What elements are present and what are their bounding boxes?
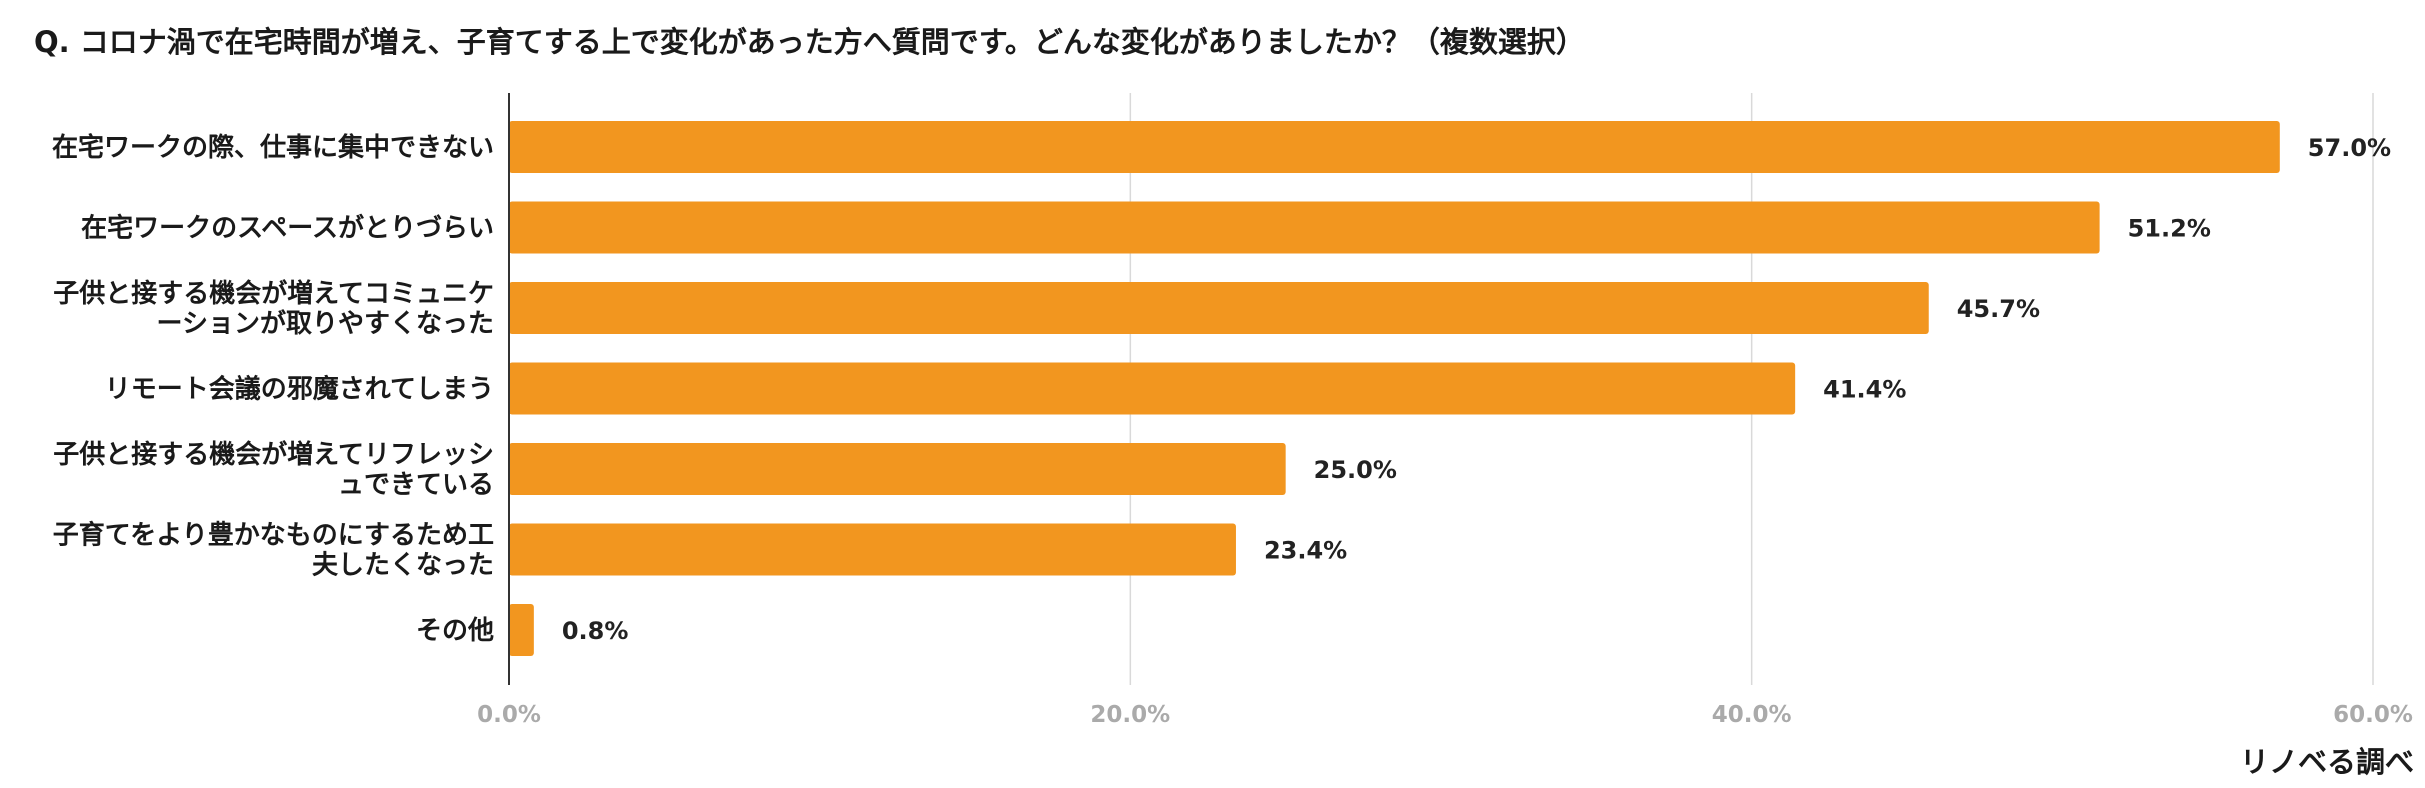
category-label: 在宅ワークのスペースがとりづらい (81, 213, 494, 244)
bar (509, 523, 1236, 576)
data-label: 57.0% (2308, 134, 2391, 162)
data-label: 23.4% (1264, 537, 1347, 565)
data-label: 25.0% (1314, 456, 1397, 484)
x-tick-label: 20.0% (1090, 702, 1170, 728)
bar (509, 121, 2280, 173)
category-label: 在宅ワークの際、仕事に集中できない (52, 132, 494, 163)
x-tick-label: 60.0% (2333, 702, 2413, 728)
category-label: 子供と接する機会が増えてコミュニケ (53, 278, 494, 309)
category-label: 子供と接する機会が増えてリフレッシ (53, 439, 494, 470)
category-label: 子育てをより豊かなものにするため工 (53, 520, 494, 551)
data-label: 41.4% (1823, 376, 1906, 404)
bar (509, 604, 534, 656)
x-axis-ticks: 0.0% 20.0% 40.0% 60.0% (477, 702, 2413, 728)
bar (509, 362, 1796, 415)
bar (509, 201, 2100, 254)
bar (509, 443, 1286, 495)
category-label: 夫したくなった (312, 551, 494, 581)
data-label: 51.2% (2128, 215, 2211, 243)
data-label: 45.7% (1957, 295, 2040, 323)
x-tick-label: 0.0% (477, 702, 541, 728)
chart-title: Q. コロナ渦で在宅時間が増え、子育てする上で変化があった方へ質問です。どんな変… (34, 25, 1585, 59)
data-label: 0.8% (562, 617, 629, 645)
bars: 57.0% 51.2% 45.7% 41.4% 25.0% 23.4% 0.8% (509, 121, 2391, 656)
source-note: リノベる調べ (2240, 745, 2414, 779)
bar (509, 282, 1929, 334)
category-label: その他 (416, 616, 494, 646)
x-tick-label: 40.0% (1712, 702, 1792, 728)
category-labels: 在宅ワークの際、仕事に集中できない在宅ワークのスペースがとりづらい子供と接する機… (52, 132, 494, 646)
category-label: ュできている (338, 470, 494, 500)
category-label: リモート会議の邪魔されてしまう (105, 374, 494, 405)
category-label: ーションが取りやすくなった (157, 308, 494, 339)
